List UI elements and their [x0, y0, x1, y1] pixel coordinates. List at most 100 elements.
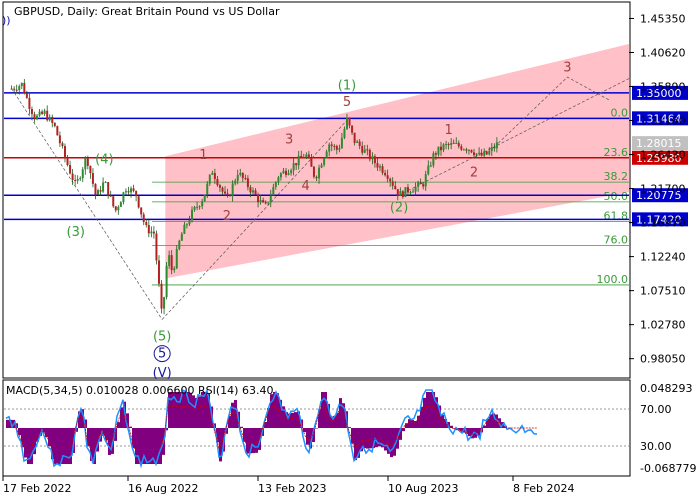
guide-wave-v — [11, 88, 163, 320]
candle-body — [302, 157, 305, 159]
candle-body — [191, 209, 194, 221]
candle-body — [102, 182, 105, 192]
candle-body — [338, 148, 341, 150]
candle-body — [333, 145, 336, 147]
macd-bar — [258, 428, 261, 450]
macd-bar — [426, 392, 429, 428]
candle-body — [224, 191, 227, 194]
candle-body — [109, 195, 112, 197]
macd-bar — [51, 428, 54, 460]
candle-body — [290, 170, 293, 174]
price-tick-label-5: 1.21700 — [640, 183, 686, 196]
candle-body — [86, 157, 89, 166]
macd-bar — [417, 415, 420, 428]
macd-bar — [180, 392, 183, 428]
macd-bar — [306, 428, 309, 445]
macd-bar — [348, 427, 351, 428]
wave-circle-5 — [153, 345, 171, 363]
candle-body — [318, 167, 321, 179]
candle-body — [33, 114, 36, 120]
candle-body — [442, 144, 445, 151]
macd-bar — [33, 428, 36, 455]
macd-bar — [240, 426, 243, 428]
candle-body — [379, 166, 382, 168]
candle-body — [251, 190, 254, 193]
time-tick-label-1: 16 Aug 2022 — [128, 482, 198, 495]
candle-body — [180, 233, 183, 241]
macd-bar — [150, 428, 153, 464]
macd-bar — [195, 398, 198, 428]
candle-body — [267, 202, 270, 204]
macd-bar — [84, 419, 87, 428]
candle-body — [274, 182, 277, 187]
candle-body — [234, 180, 237, 184]
candle-body — [157, 260, 160, 284]
candle-body — [249, 187, 252, 193]
candle-body — [417, 182, 420, 187]
macd-bar — [204, 392, 207, 428]
level-badge-1 — [632, 111, 688, 126]
macd-bar — [75, 428, 78, 432]
macd-bar — [54, 428, 57, 464]
candle-body — [178, 240, 181, 250]
candle-body — [170, 255, 173, 271]
candle-body — [257, 194, 260, 203]
candle-body — [53, 122, 56, 127]
macd-bar — [423, 397, 426, 428]
candle-body — [279, 173, 282, 178]
candle-body — [117, 206, 120, 211]
candle-body — [10, 88, 13, 90]
macd-bar — [249, 428, 252, 454]
candle-body — [310, 158, 313, 167]
candle-body — [13, 88, 16, 90]
macd-bar — [126, 413, 129, 428]
macd-bar — [135, 428, 138, 464]
macd-bar — [339, 398, 342, 428]
guide-wave-1 — [161, 119, 348, 320]
level-badge-text-4: 1.17420 — [636, 213, 682, 226]
candle-body — [287, 173, 290, 175]
macd-signal-line — [6, 405, 537, 451]
wave-projection-lines — [11, 76, 630, 320]
macd-bar — [156, 428, 159, 464]
candle-body — [155, 233, 158, 261]
wave-label-11: 5 — [343, 95, 351, 110]
candle-body — [340, 137, 343, 149]
price-tick-label-0: 1.45350 — [640, 12, 686, 25]
candle-body — [114, 206, 117, 211]
macd-bar — [6, 419, 9, 428]
candle-body — [348, 117, 351, 126]
macd-bar — [60, 428, 63, 464]
candle-body — [335, 146, 338, 150]
macd-bar — [267, 408, 270, 428]
macd-bar — [120, 407, 123, 428]
time-tick-label-0: 17 Feb 2022 — [3, 482, 71, 495]
candle-body — [292, 163, 295, 171]
macd-bar — [15, 423, 18, 428]
candle-body — [429, 165, 432, 167]
macd-bar — [351, 428, 354, 444]
candle-body — [91, 173, 94, 184]
candle-body — [406, 187, 409, 193]
macd-bar — [399, 428, 402, 440]
macd-bar — [435, 397, 438, 428]
candle-body — [36, 115, 39, 120]
macd-bar — [192, 395, 195, 428]
macd-bar — [486, 418, 489, 428]
macd-bar — [390, 428, 393, 458]
candle-body — [193, 206, 196, 210]
macd-bar — [489, 414, 492, 428]
wave-label-7: 1 — [199, 148, 207, 163]
candle-body — [221, 187, 224, 192]
candle-body — [277, 177, 280, 183]
candle-body — [229, 195, 232, 197]
macd-bar — [276, 393, 279, 428]
wave-label-13: 2 — [470, 165, 478, 180]
macd-bar — [282, 406, 285, 428]
macd-bar — [387, 428, 390, 454]
macd-bar — [402, 428, 405, 432]
macd-bar — [87, 428, 90, 447]
macd-bar — [144, 428, 147, 464]
candle-body — [432, 153, 435, 166]
macd-bar — [66, 428, 69, 464]
